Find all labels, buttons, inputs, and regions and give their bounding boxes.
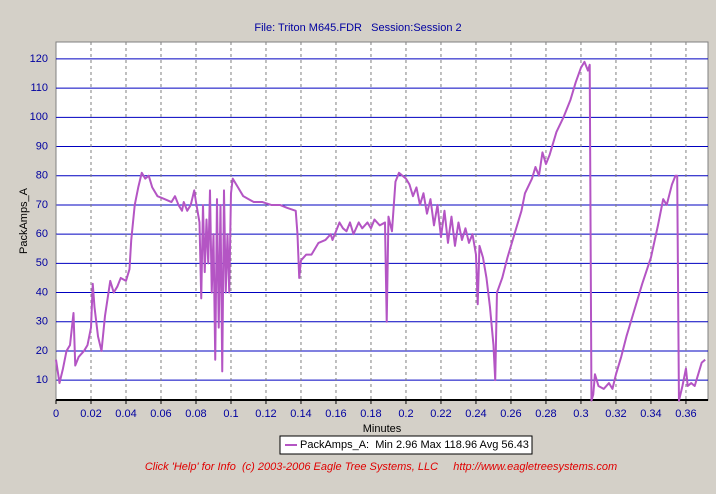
- y-tick-label: 30: [36, 316, 48, 328]
- x-tick-label: 0.04: [115, 408, 136, 420]
- y-tick-label: 120: [30, 53, 48, 65]
- x-tick-label: 0.26: [500, 408, 521, 420]
- chart-title: File: Triton M645.FDR Session:Session 2: [254, 22, 461, 34]
- x-tick-label: 0.12: [255, 408, 276, 420]
- x-tick-label: 0.1: [223, 408, 238, 420]
- y-tick-label: 20: [36, 345, 48, 357]
- y-tick-label: 100: [30, 111, 48, 123]
- y-tick-label: 10: [36, 374, 48, 386]
- x-tick-label: 0.24: [465, 408, 486, 420]
- x-tick-label: 0: [53, 408, 59, 420]
- x-tick-label: 0.34: [640, 408, 661, 420]
- x-tick-label: 0.32: [605, 408, 626, 420]
- y-tick-label: 40: [36, 286, 48, 298]
- x-tick-label: 0.16: [325, 408, 346, 420]
- data-line: [55, 60, 706, 402]
- x-tick-label: 0.3: [573, 408, 588, 420]
- x-tick-label: 0.06: [150, 408, 171, 420]
- y-tick-label: 50: [36, 257, 48, 269]
- x-axis-label: Minutes: [363, 423, 402, 435]
- y-axis-label: PackAmps_A: [18, 187, 30, 254]
- x-tick-label: 0.14: [290, 408, 311, 420]
- x-tick-label: 0.28: [535, 408, 556, 420]
- y-tick-label: 60: [36, 228, 48, 240]
- x-tick-label: 0.18: [360, 408, 381, 420]
- plot-area: [55, 41, 709, 401]
- y-tick-label: 90: [36, 140, 48, 152]
- x-tick-label: 0.08: [185, 408, 206, 420]
- y-tick-label: 110: [30, 82, 48, 94]
- y-tick-label: 80: [36, 170, 48, 182]
- x-tick-label: 0.02: [80, 408, 101, 420]
- legend-box: [279, 435, 533, 455]
- x-tick-label: 0.36: [675, 408, 696, 420]
- x-tick-label: 0.22: [430, 408, 451, 420]
- legend-label: PackAmps_A: Min 2.96 Max 118.96 Avg 56.4…: [300, 439, 529, 451]
- y-tick-label: 70: [36, 199, 48, 211]
- footer: Click 'Help' for Info (c) 2003-2006 Eagl…: [145, 461, 617, 473]
- x-tick-label: 0.2: [398, 408, 413, 420]
